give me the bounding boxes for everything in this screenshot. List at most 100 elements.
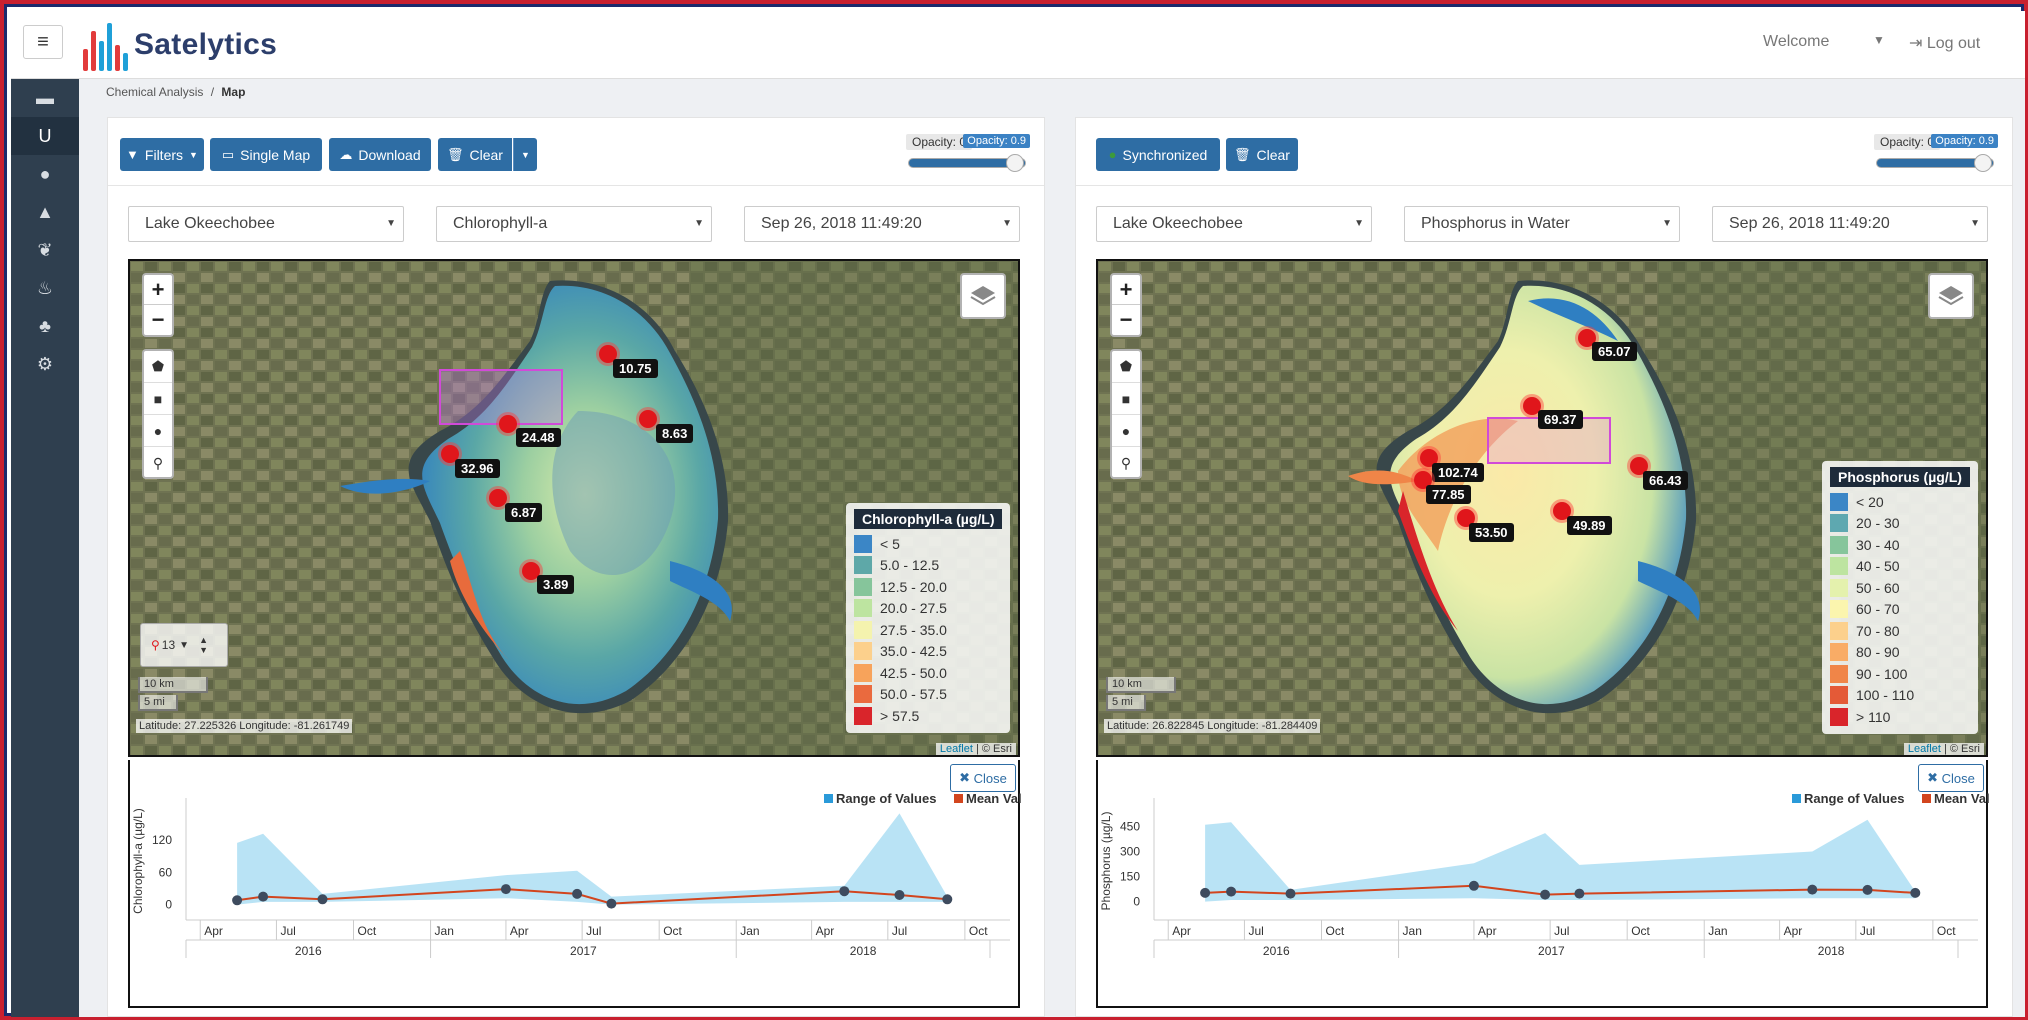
layers-icon[interactable] [1928,273,1974,319]
left-map[interactable]: + − ⬟ ■ ● ⚲ ⚲ 13 ▼ ▲ ▼ 10 km 5 mi Latitude: 2… [128,259,1020,757]
pin-count-control[interactable]: ⚲ 13 ▼ ▲ ▼ [140,623,228,667]
link-icon: ● [1108,147,1117,162]
menu-toggle-icon[interactable]: ≡ [23,25,63,59]
map-pin[interactable] [441,445,459,463]
right-map[interactable]: + − ⬟ ■ ● ⚲ 10 km 5 mi Latitude: 26.82284… [1096,259,1988,757]
map-pin[interactable] [1630,457,1648,475]
draw-marker-icon[interactable]: ⚲ [152,454,164,471]
folder-icon[interactable]: ▬ [36,87,54,108]
legend-mean-swatch [954,794,963,803]
close-chart-button[interactable]: ✖ Close [1918,764,1984,792]
logout-link[interactable]: ⇥ Log out [1909,33,1980,53]
opacity-handle[interactable] [1006,154,1024,172]
scale-km: 10 km [1106,677,1176,693]
leaflet-link[interactable]: Leaflet [939,743,973,755]
layers-icon[interactable] [960,273,1006,319]
opacity-handle[interactable] [1974,154,1992,172]
filter-icon: ▼ [126,147,139,162]
map-pin[interactable] [1553,502,1571,520]
single-map-button[interactable]: ▭ Single Map [210,138,322,171]
map-pin[interactable] [1578,329,1596,347]
pin-label: 53.50 [1469,523,1514,542]
warning-icon[interactable]: ▲ [36,201,54,222]
map-pin[interactable] [489,489,507,507]
clear-dropdown-toggle[interactable]: ▼ [513,138,537,171]
map-pin[interactable] [599,345,617,363]
opacity-slider[interactable]: Opacity: 0 Opacity: 0.9 [1874,134,1998,178]
synchronized-button[interactable]: ● Synchronized [1096,138,1220,171]
map-pin[interactable] [1414,471,1432,489]
map-pin[interactable] [1420,449,1438,467]
map-pin[interactable] [639,410,657,428]
draw-rectangle-icon[interactable]: ■ [1112,383,1140,415]
legend-label: 35.0 - 42.5 [880,643,947,660]
legend-swatch [854,620,872,639]
zoom-in-button[interactable]: + [144,275,172,305]
draw-polygon-icon[interactable]: ⬟ [144,351,172,383]
date-select[interactable]: Sep 26, 2018 11:49:20 ▼ [1712,206,1988,242]
chevron-down-icon: ▼ [694,218,704,229]
lake-select[interactable]: Lake Okeechobee ▼ [1096,206,1372,242]
welcome-menu[interactable]: Welcome [1763,33,1830,50]
satelytics-logo[interactable]: Satelytics [83,19,277,71]
logo-mark-icon [83,19,128,71]
map-pin[interactable] [1457,509,1475,527]
legend-label: 60 - 70 [1856,601,1900,618]
legend-swatch [1830,664,1848,683]
map-pin[interactable] [499,415,517,433]
zoom-out-button[interactable]: − [1119,307,1133,332]
lake-select[interactable]: Lake Okeechobee ▼ [128,206,404,242]
parameter-select[interactable]: Phosphorus in Water ▼ [1404,206,1680,242]
y-axis-label: Chlorophyll-a (µg/L) [131,808,145,914]
map-pin[interactable] [522,562,540,580]
mean-point [1910,887,1921,898]
leaflet-link[interactable]: Leaflet [1907,743,1941,755]
zoom-out-button[interactable]: − [151,307,165,332]
parameter-select[interactable]: Chlorophyll-a ▼ [436,206,712,242]
clear-button[interactable]: 🗑 Clear [438,138,512,171]
droplet-icon[interactable]: ● [39,163,51,184]
draw-circle-icon[interactable]: ● [1112,415,1140,447]
legend-item: 20.0 - 27.5 [854,598,1002,620]
magnet-icon[interactable]: U [11,117,79,155]
draw-circle-icon[interactable]: ● [144,415,172,447]
draw-marker-icon[interactable]: ⚲ [1120,454,1132,471]
esri-attribution: | © Esri [1943,743,1980,755]
opacity-track[interactable] [908,158,1026,168]
download-button[interactable]: ☁ Download [329,138,431,171]
settings-icon[interactable]: ⚙ [36,353,54,374]
legend-label: > 110 [1856,708,1891,725]
mean-point [1285,888,1296,899]
chevron-down-icon[interactable]: ▼ [1873,33,1885,47]
opacity-slider[interactable]: Opacity: 0 Opacity: 0.9 [906,134,1030,178]
legend-title: Chlorophyll-a (µg/L) [854,509,1002,529]
pin-count-stepper[interactable]: ▲ ▼ [199,635,208,655]
mean-point [1468,880,1479,891]
close-chart-button[interactable]: ✖ Close [950,764,1016,792]
legend-label: 90 - 100 [1856,665,1908,682]
date-select[interactable]: Sep 26, 2018 11:49:20 ▼ [744,206,1020,242]
draw-polygon-icon[interactable]: ⬟ [1112,351,1140,383]
tree-icon[interactable]: ♣ [39,315,51,336]
map-pin[interactable] [1523,397,1541,415]
opacity-value-label: Opacity: 0.9 [963,134,1030,148]
zoom-in-button[interactable]: + [1112,275,1140,305]
legend-item: 42.5 - 50.0 [854,662,1002,684]
x-tick-label: Jul [892,924,907,938]
parameter-select-value: Chlorophyll-a [453,215,548,232]
mean-point [232,895,243,906]
draw-rectangle-icon[interactable]: ■ [144,383,172,415]
leaf-icon[interactable]: ❦ [37,239,53,260]
breadcrumb: Chemical Analysis / Map [106,81,245,103]
thermometer-icon[interactable]: ♨ [36,277,54,298]
mean-point [942,894,953,905]
filters-button[interactable]: ▼ Filters ▼ [120,138,204,171]
x-tick-label: Jan [1708,924,1727,938]
legend-swatch [1830,557,1848,576]
breadcrumb-parent[interactable]: Chemical Analysis [106,85,204,99]
zoom-control: + − [142,273,174,337]
range-area [1205,819,1916,902]
clear-button[interactable]: 🗑 Clear [1226,138,1298,171]
year-label: 2017 [1538,944,1565,958]
opacity-track[interactable] [1876,158,1994,168]
